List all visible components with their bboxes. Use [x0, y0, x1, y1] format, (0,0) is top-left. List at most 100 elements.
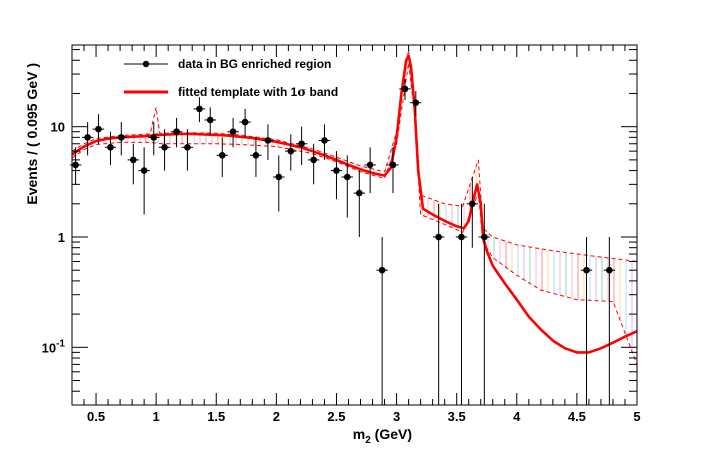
band-fill	[73, 61, 633, 352]
data-marker	[389, 161, 397, 169]
band-upper-edge	[71, 49, 638, 262]
x-tick-label: 5	[633, 409, 640, 424]
data-marker	[366, 161, 374, 169]
data-marker	[161, 144, 168, 151]
legend-label-data: data in BG enriched region	[178, 57, 331, 71]
x-axis-title: m2 (GeV)	[353, 426, 412, 446]
data-point	[104, 131, 117, 165]
data-marker	[140, 167, 148, 174]
data-point	[410, 91, 422, 116]
legend: data in BG enriched region fitted templa…	[124, 57, 338, 99]
band-lower-edge	[71, 62, 638, 365]
data-point	[273, 155, 285, 212]
data-point	[204, 107, 216, 135]
data-point	[227, 117, 239, 148]
data-marker	[310, 156, 317, 164]
x-tick-label: 3.5	[448, 409, 466, 424]
data-point	[364, 147, 376, 194]
data-point	[432, 203, 445, 405]
x-tick-label: 3	[393, 409, 400, 424]
data-marker	[298, 140, 305, 148]
data-point	[455, 203, 468, 405]
data-marker	[435, 233, 442, 241]
fit-curve	[71, 54, 638, 354]
data-marker	[95, 125, 102, 133]
y-tick-label: 10	[51, 120, 65, 135]
x-tick-label: 0.5	[87, 409, 105, 424]
data-marker	[264, 137, 272, 144]
plot-frame	[71, 44, 638, 406]
data-marker	[72, 161, 79, 169]
y-axis-title: Events / ( 0.095 GeV )	[24, 63, 40, 205]
data-marker	[241, 118, 249, 126]
data-marker	[481, 233, 488, 241]
data-point	[115, 122, 127, 156]
data-point	[478, 203, 491, 405]
data-marker	[150, 134, 158, 141]
data-marker	[229, 128, 237, 136]
y-tick-label: 10-1	[42, 338, 66, 355]
data-marker	[252, 152, 260, 159]
data-marker	[218, 152, 226, 159]
data-marker	[458, 233, 465, 241]
data-point	[341, 155, 353, 218]
data-point	[262, 124, 274, 160]
data-marker	[356, 189, 363, 197]
data-point	[580, 236, 593, 405]
x-tick-labels: 0.5 1 1.5 2 2.5 3 3.5 4 4.5 5	[87, 409, 641, 424]
data-point	[138, 147, 150, 215]
data-point	[127, 143, 140, 185]
data-marker	[469, 200, 476, 208]
data-marker	[606, 266, 613, 274]
data-marker	[130, 156, 137, 164]
data-point	[307, 143, 320, 185]
data-marker	[321, 137, 328, 144]
data-point	[330, 151, 343, 200]
data-point	[603, 236, 616, 405]
data-marker	[333, 167, 340, 174]
data-point	[250, 137, 262, 177]
data-marker	[275, 173, 283, 181]
data-point	[239, 108, 251, 138]
data-marker	[343, 173, 351, 181]
x-tick-label: 4.5	[568, 409, 586, 424]
data-point	[158, 129, 171, 171]
data-point	[376, 236, 388, 405]
data-marker	[583, 266, 590, 274]
y-tick-label: 1	[58, 230, 65, 245]
data-marker	[107, 144, 114, 151]
x-tick-label: 1	[153, 409, 160, 424]
data-marker	[401, 85, 409, 93]
data-point	[148, 122, 160, 156]
x-tick-label: 2	[273, 409, 280, 424]
fit-curve-layer	[71, 54, 638, 354]
data-point	[170, 117, 183, 148]
legend-label-fit: fitted template with 1σ band	[178, 85, 338, 99]
data-point	[285, 134, 297, 171]
data-point	[295, 126, 308, 165]
data-marker	[173, 128, 180, 136]
data-point	[318, 124, 331, 160]
x-tick-label: 2.5	[327, 409, 345, 424]
data-point	[466, 176, 479, 248]
y-tick-labels: 10-1 1 10	[42, 120, 66, 356]
data-point	[81, 122, 94, 156]
data-marker	[196, 105, 203, 113]
x-tick-label: 1.5	[207, 409, 225, 424]
legend-marker-dot	[142, 60, 150, 68]
data-marker	[117, 134, 125, 141]
x-tick-label: 4	[513, 409, 521, 424]
data-marker	[184, 144, 191, 151]
data-marker	[287, 147, 295, 155]
data-point	[387, 147, 399, 194]
data-marker	[84, 134, 91, 141]
data-marker	[206, 116, 214, 124]
data-point	[193, 97, 206, 123]
data-point	[92, 114, 105, 144]
data-point	[181, 129, 194, 171]
data-point	[399, 79, 411, 100]
band-edges	[71, 49, 638, 365]
data-marker	[378, 266, 386, 274]
axis-ticks	[71, 45, 638, 406]
